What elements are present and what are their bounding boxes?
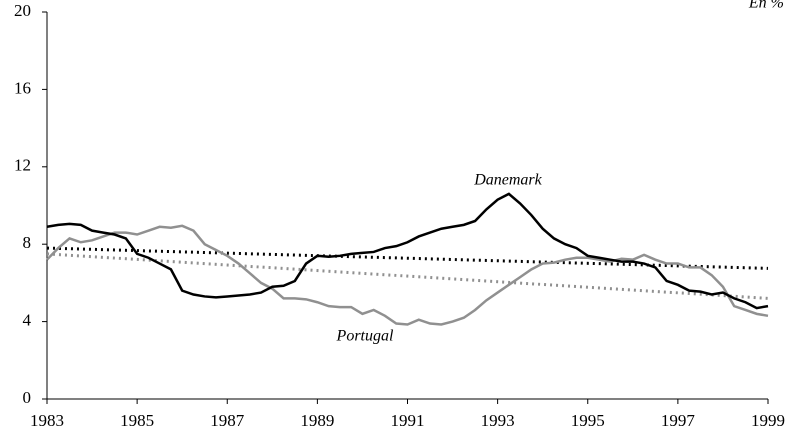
- x-tick-label: 1987: [210, 411, 245, 430]
- x-tick-label: 1993: [481, 411, 515, 430]
- trend-line: [46, 246, 769, 270]
- y-tick-label: 4: [23, 311, 32, 330]
- series-label: Danemark: [473, 172, 542, 189]
- y-tick-label: 8: [23, 233, 32, 252]
- y-tick-label: 0: [23, 388, 32, 407]
- y-tick-label: 16: [14, 78, 31, 97]
- x-tick-label: 1997: [661, 411, 696, 430]
- x-tick-label: 1995: [571, 411, 605, 430]
- y-tick-label: 20: [14, 1, 31, 20]
- x-tick-label: 1983: [30, 411, 64, 430]
- x-tick-label: 1999: [751, 411, 785, 430]
- series-line: [46, 192, 769, 310]
- x-tick-label: 1989: [300, 411, 334, 430]
- unit-label: En %: [748, 0, 784, 12]
- trend-line: [46, 252, 769, 300]
- y-tick-label: 12: [14, 156, 31, 175]
- series-label: Portugal: [336, 328, 394, 345]
- x-tick-label: 1991: [391, 411, 425, 430]
- x-tick-label: 1985: [120, 411, 154, 430]
- series-line: [46, 224, 769, 326]
